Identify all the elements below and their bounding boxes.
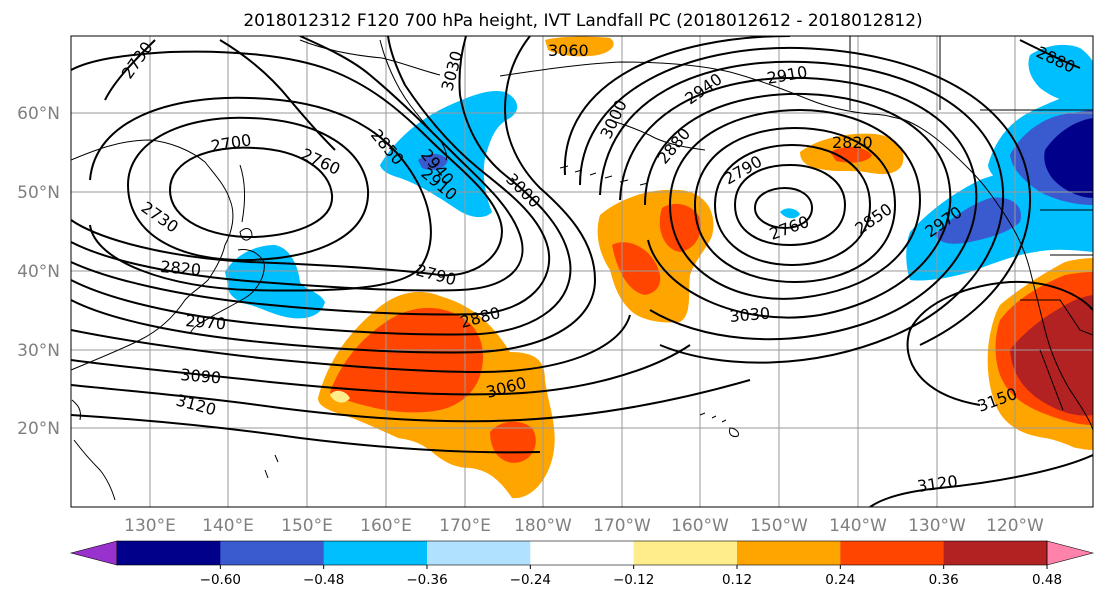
lon-label: 170°W (593, 516, 651, 536)
colorbar-swatch (530, 541, 635, 565)
lon-label: 160°E (360, 516, 412, 536)
lat-label: 60°N (17, 104, 60, 124)
colorbar-swatch (220, 541, 325, 565)
colorbar-swatch (427, 541, 531, 565)
lon-label: 140°W (829, 516, 887, 536)
lat-label: 40°N (17, 262, 60, 282)
colorbar-swatch (117, 541, 221, 565)
lat-label: 20°N (17, 419, 60, 439)
lat-label: 50°N (17, 183, 60, 203)
colorbar-tick-label: 0.12 (722, 572, 752, 588)
graticule (71, 36, 1093, 507)
colorbar-tick-label: 0.36 (929, 572, 959, 588)
shaded-regions (225, 36, 1093, 499)
contour-label: 3090 (180, 365, 222, 387)
lon-label: 150°E (281, 516, 333, 536)
lon-label: 180°W (514, 516, 572, 536)
colorbar-outline (116, 540, 1048, 566)
contour-label: 3060 (548, 41, 589, 60)
contour-label: 3030 (729, 304, 771, 326)
latitude-labels: 60°N 50°N 40°N 30°N 20°N (17, 104, 60, 439)
colorbar-swatch (323, 541, 428, 565)
map-title: 2018012312 F120 700 hPa height, IVT Land… (243, 11, 922, 31)
coastlines (71, 36, 1093, 501)
lon-label: 160°W (671, 516, 729, 536)
colorbar-tick-label: −0.24 (510, 572, 551, 588)
colorbar: −0.60 −0.48 −0.36 −0.24 −0.12 0.12 0.24 0.36 0.4… (69, 540, 1095, 588)
lon-label: 150°W (750, 516, 808, 536)
colorbar-tick-label: −0.48 (303, 572, 344, 588)
colorbar-extend-low (69, 540, 118, 566)
contour-label: 2820 (160, 257, 202, 279)
colorbar-extend-high (1046, 540, 1095, 566)
colorbar-tick-label: 0.48 (1032, 572, 1062, 588)
lon-label: 120°W (986, 516, 1044, 536)
lon-label: 140°E (202, 516, 254, 536)
colorbar-swatch (943, 541, 1048, 565)
colorbar-tick-label: −0.36 (406, 572, 447, 588)
colorbar-swatch (737, 541, 841, 565)
lat-label: 30°N (17, 341, 60, 361)
lon-label: 130°W (908, 516, 966, 536)
colorbar-tick-label: −0.12 (613, 572, 654, 588)
colorbar-tick-label: −0.60 (200, 572, 241, 588)
map-area: 2730 2760 2700 2730 2850 2940 2910 3030 … (71, 36, 1093, 507)
map-frame (70, 35, 1094, 508)
height-contours (71, 36, 1093, 507)
contour-label: 2820 (832, 133, 873, 152)
lon-label: 130°E (124, 516, 176, 536)
longitude-labels: 130°E 140°E 150°E 160°E 170°E 180°W 170°… (124, 516, 1044, 536)
colorbar-tick-label: 0.24 (825, 572, 855, 588)
colorbar-swatch (633, 541, 738, 565)
colorbar-swatch (840, 541, 945, 565)
lon-label: 170°E (439, 516, 491, 536)
contour-label: 2970 (185, 311, 227, 333)
